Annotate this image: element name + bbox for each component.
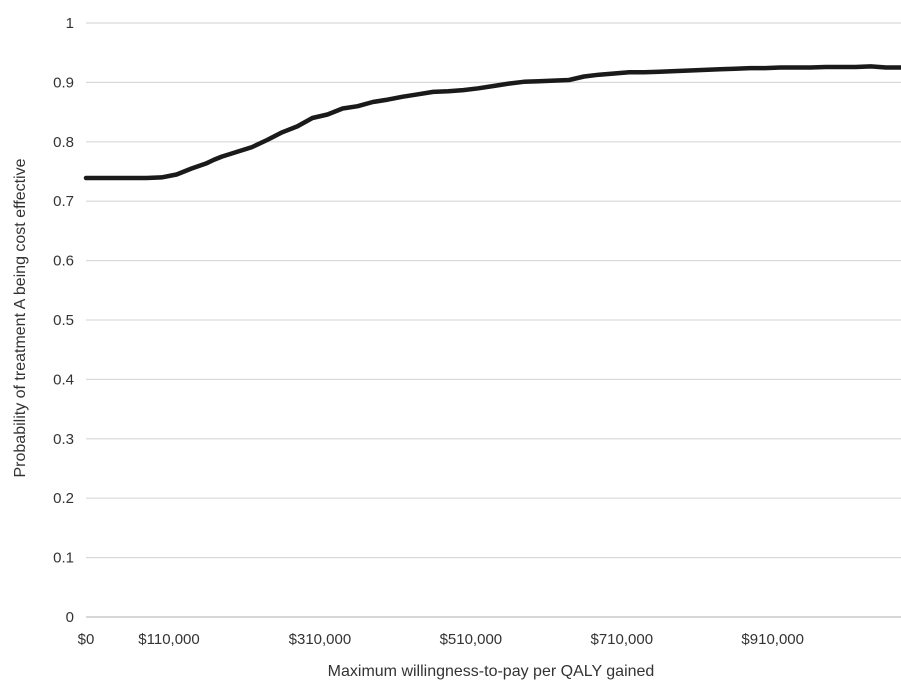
x-tick-label: $310,000 (289, 631, 352, 648)
y-tick-label: 0.6 (53, 253, 74, 270)
y-axis-ticks: 0 0.1 0.2 0.3 0.4 0.5 0.6 0.7 0.8 0.9 1 (53, 15, 74, 626)
x-tick-label: $710,000 (590, 631, 653, 648)
y-tick-label: 0.5 (53, 312, 74, 329)
y-tick-label: 0.7 (53, 193, 74, 210)
x-tick-label: $910,000 (741, 631, 804, 648)
x-tick-label: $0 (78, 631, 95, 648)
gridlines (86, 22, 901, 618)
y-tick-label: 0.9 (53, 74, 74, 91)
x-axis-label: Maximum willingness-to-pay per QALY gain… (328, 663, 655, 680)
y-tick-label: 0.3 (53, 431, 74, 448)
y-tick-label: 1 (66, 15, 74, 32)
y-tick-label: 0 (66, 609, 74, 626)
y-tick-label: 0.1 (53, 550, 74, 567)
x-axis-ticks: $0 $110,000 $310,000 $510,000 $710,000 $910,0… (78, 631, 804, 648)
series-line-0 (83, 64, 901, 181)
y-tick-label: 0.2 (53, 490, 74, 507)
y-axis-label: Probability of treatment A being cost ef… (12, 158, 29, 477)
y-tick-label: 0.4 (53, 371, 74, 388)
x-tick-label: $110,000 (138, 631, 199, 648)
y-tick-label: 0.8 (53, 134, 74, 151)
series-layer (83, 64, 901, 181)
x-tick-label: $510,000 (440, 631, 503, 648)
